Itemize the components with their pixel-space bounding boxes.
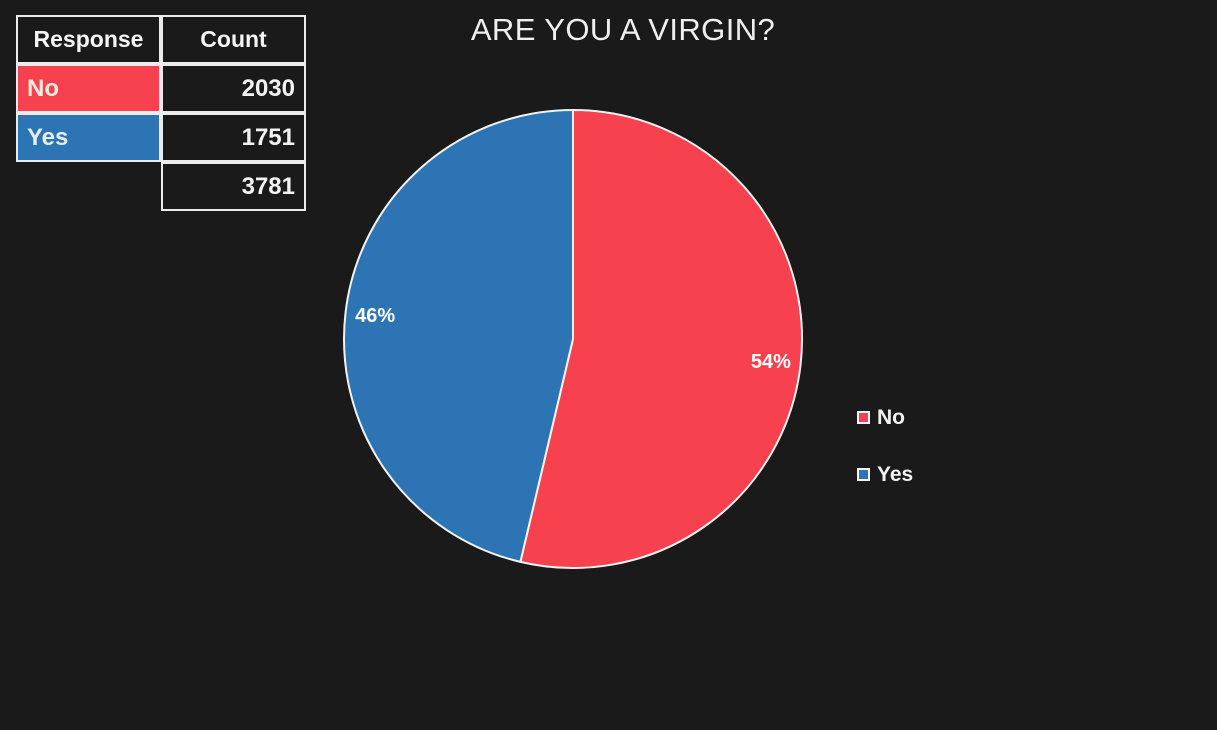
legend-item-no: No (857, 404, 913, 430)
table-cell-total: 3781 (161, 162, 306, 211)
table-header-row: Response Count (16, 15, 306, 64)
pie-label-yes: 46% (355, 305, 395, 327)
table-row: Yes 1751 (16, 113, 306, 162)
chart-legend: No Yes (857, 404, 913, 518)
table-row: No 2030 (16, 64, 306, 113)
legend-label-yes: Yes (877, 462, 914, 486)
legend-item-yes: Yes (857, 461, 913, 487)
pie-slice-no (519, 109, 804, 569)
legend-swatch-no-icon (857, 410, 870, 424)
summary-table: Response Count No 2030 Yes 1751 3781 (16, 15, 306, 211)
table-cell-response-no: No (16, 64, 161, 113)
table-total-row: 3781 (16, 162, 306, 211)
legend-swatch-yes-icon (857, 467, 870, 481)
table-cell-response-yes: Yes (16, 113, 161, 162)
table-header-count: Count (161, 15, 306, 64)
chart-title: ARE YOU A VIRGIN? (470, 12, 776, 47)
pie-label-no: 54% (751, 351, 791, 373)
table-cell-count-no: 2030 (161, 64, 306, 113)
table-cell-count-yes: 1751 (161, 113, 306, 162)
table-header-response: Response (16, 15, 161, 64)
table-cell-empty (16, 162, 161, 211)
pie-chart: 54% 46% (343, 109, 804, 569)
legend-label-no: No (877, 405, 905, 429)
pie-slice-yes (343, 109, 574, 563)
